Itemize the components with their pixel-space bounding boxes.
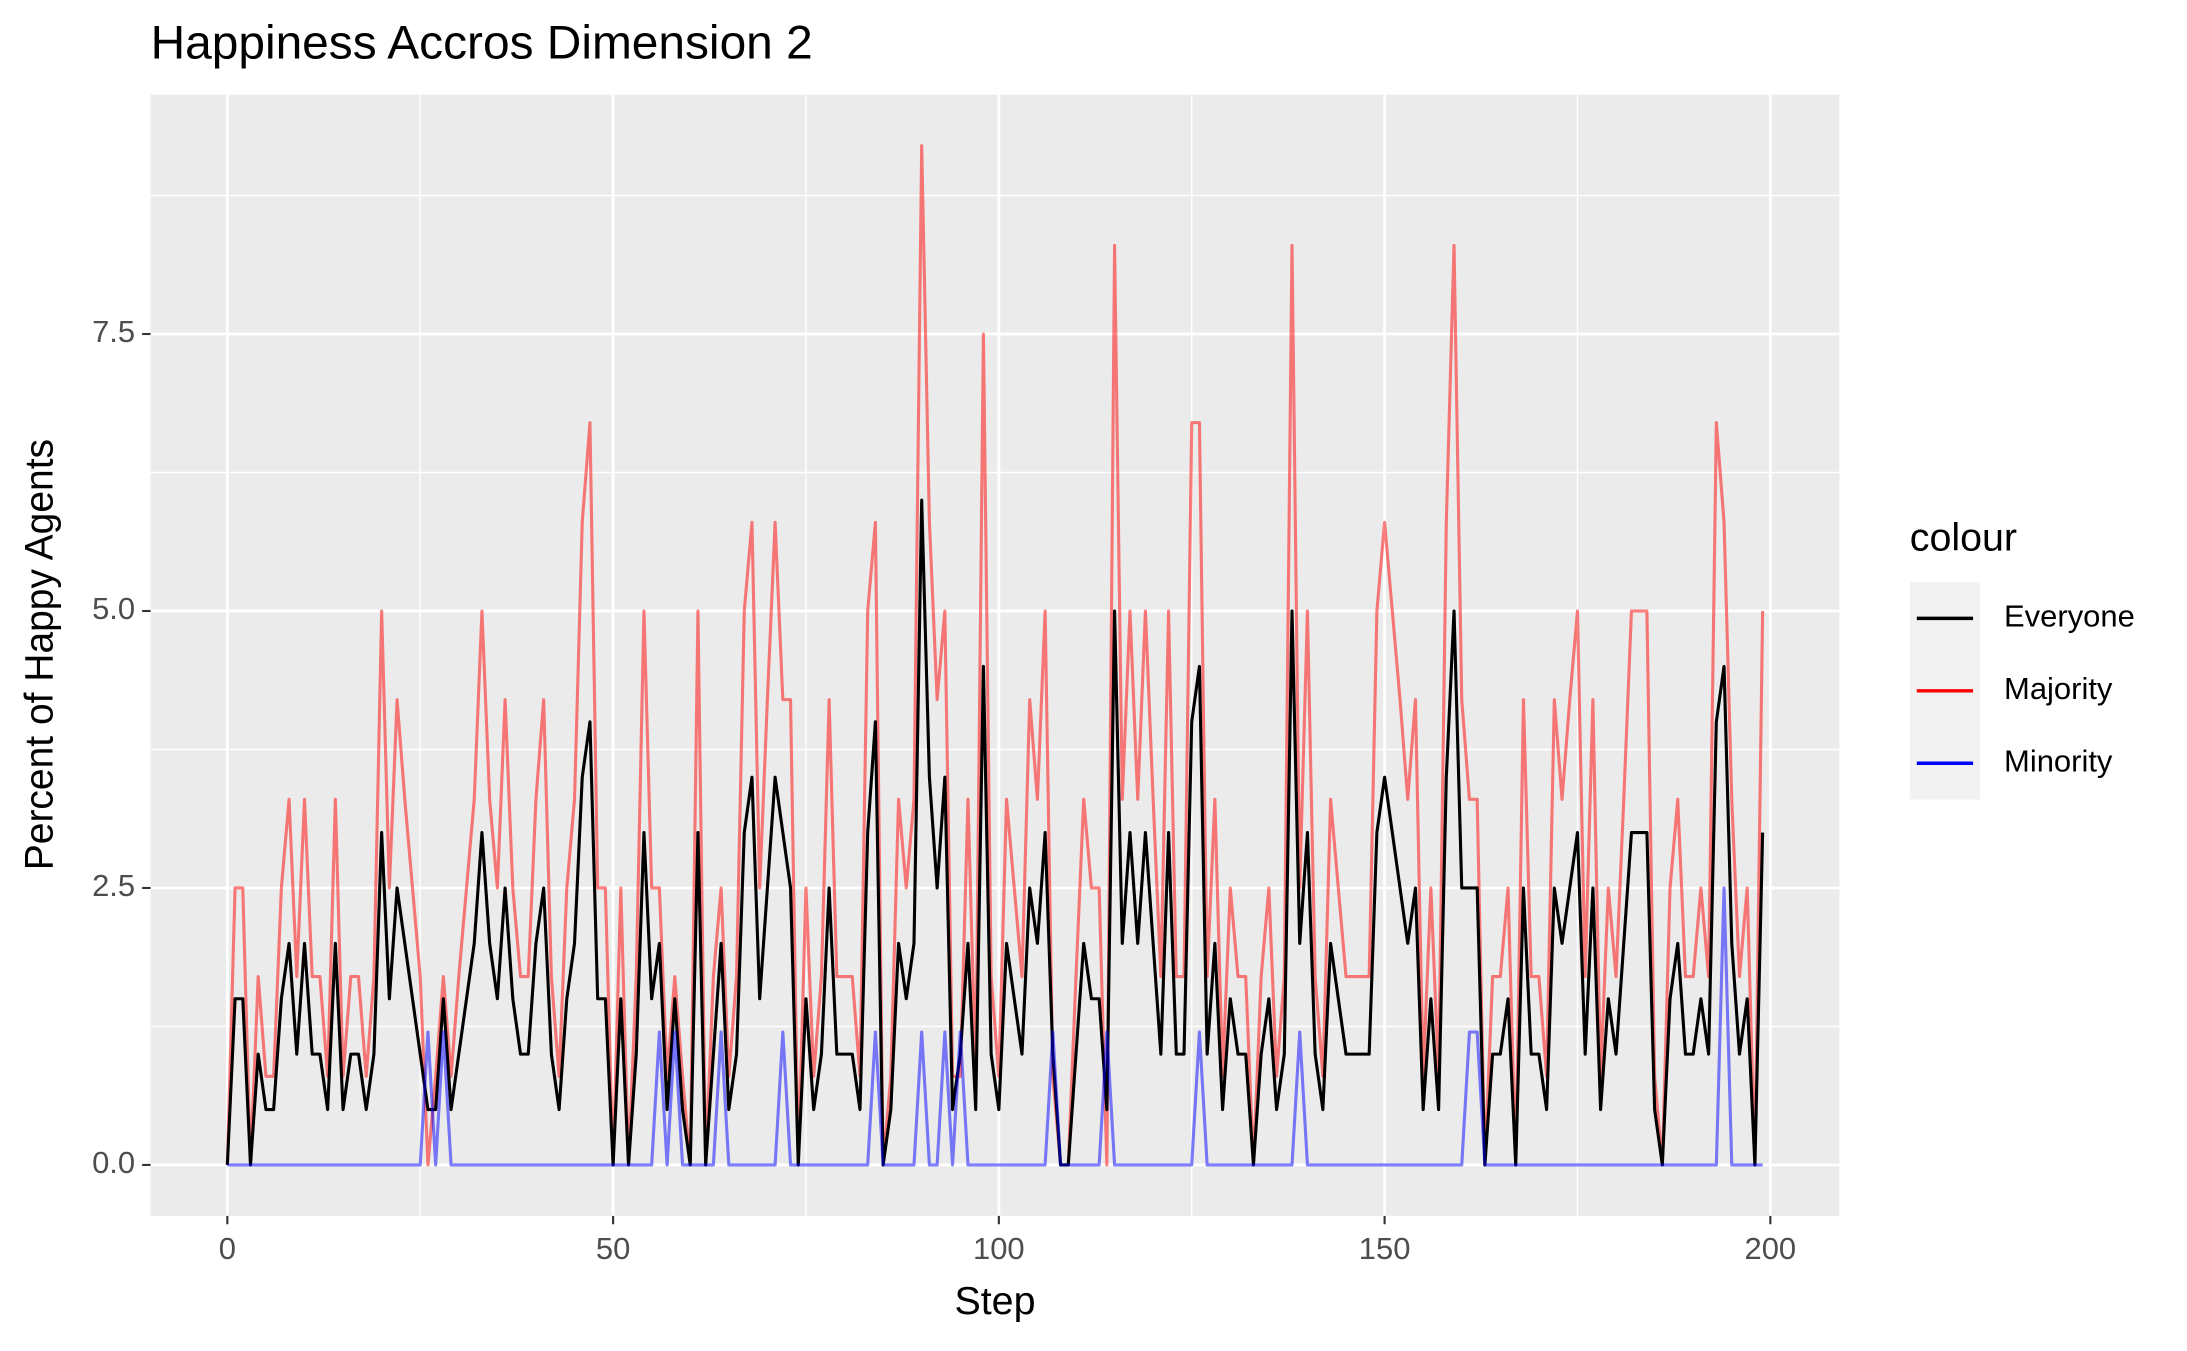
y-tick-label: 2.5 [92,868,135,903]
series-line [225,498,1765,1167]
axes: 0.0 2.5 5.0 7.5 0 50 100 150 200 [92,314,1796,1266]
chart-title: Happiness Accros Dimension 2 [151,17,813,70]
series-line [225,144,1765,1167]
legend-title: colour [1910,517,2017,560]
y-axis-title: Percent of Happy Agents [18,439,61,870]
y-tick-label: 5.0 [92,591,135,626]
x-tick-label: 100 [973,1231,1025,1266]
grid [150,94,1840,1216]
legend-label: Minority [2004,743,2113,778]
x-axis-title: Step [954,1280,1035,1323]
x-tick-label: 50 [596,1231,630,1266]
x-tick-label: 200 [1745,1231,1797,1266]
lines [225,144,1765,1167]
x-tick-label: 0 [219,1231,236,1266]
x-tick-label: 150 [1359,1231,1411,1266]
series-line [227,886,1763,1167]
y-tick-label: 0.0 [92,1145,135,1180]
legend-label: Majority [2004,671,2113,706]
y-tick-label: 7.5 [92,314,135,349]
legend: colour Everyone Majority Minority [1909,517,2135,800]
legend-label: Everyone [2004,599,2135,634]
